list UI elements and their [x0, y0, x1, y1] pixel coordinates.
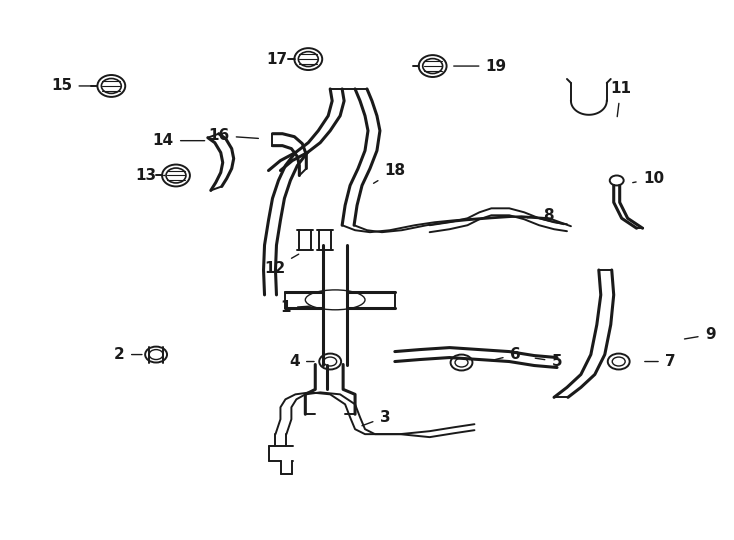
- Text: 10: 10: [633, 171, 664, 186]
- Text: 13: 13: [136, 168, 165, 183]
- Text: 14: 14: [153, 133, 205, 148]
- Text: 18: 18: [374, 163, 405, 183]
- Text: 3: 3: [362, 410, 390, 426]
- Text: 11: 11: [610, 82, 631, 117]
- Text: 5: 5: [535, 354, 562, 369]
- Text: 4: 4: [289, 354, 314, 369]
- Text: 8: 8: [527, 208, 553, 223]
- Text: 12: 12: [264, 254, 299, 275]
- Text: 2: 2: [114, 347, 142, 362]
- Text: 6: 6: [492, 347, 520, 362]
- Text: 16: 16: [208, 128, 258, 143]
- Text: 15: 15: [51, 78, 93, 93]
- Text: 17: 17: [266, 52, 295, 66]
- Text: 9: 9: [685, 327, 716, 342]
- Text: 7: 7: [644, 354, 676, 369]
- Text: 19: 19: [454, 58, 507, 73]
- Text: 1: 1: [280, 300, 311, 315]
